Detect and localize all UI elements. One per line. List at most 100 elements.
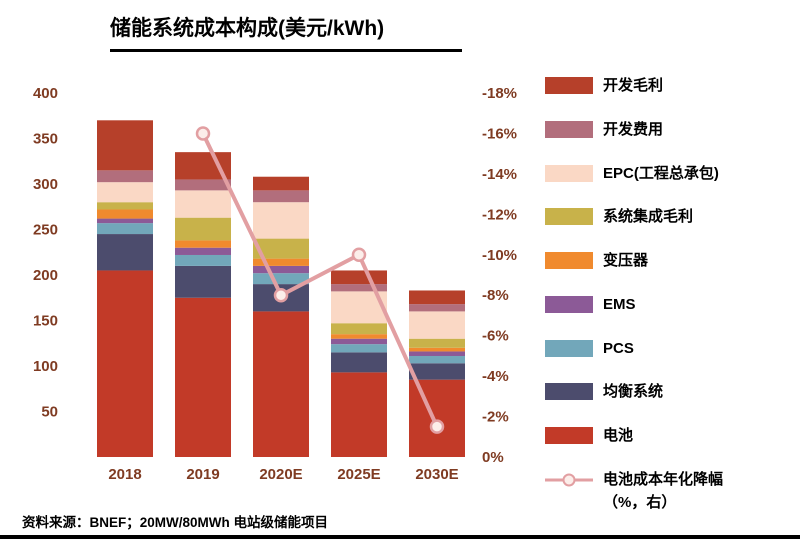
bar-segment-EMS	[97, 218, 153, 224]
bar-segment-开发费用	[97, 170, 153, 183]
bar-segment-EMS	[253, 265, 309, 274]
legend-label: EPC(工程总承包)	[603, 164, 719, 182]
bar-segment-PCS	[331, 344, 387, 353]
legend-swatch	[545, 164, 593, 182]
line-marker	[429, 419, 445, 434]
bar-segment-电池	[253, 311, 309, 457]
bar-segment-开发毛利	[409, 290, 465, 305]
legend-swatch	[545, 383, 593, 401]
bar-segment-变压器	[253, 258, 309, 266]
legend-item-0: 开发毛利	[545, 74, 795, 97]
y-right-tick: -16%	[482, 125, 517, 142]
bar-segment-变压器	[97, 209, 153, 219]
legend-label: 电池成本年化降幅 （%，右）	[603, 470, 724, 511]
bar-segment-变压器	[409, 347, 465, 352]
legend-item-6: PCS	[545, 337, 795, 360]
legend-label: 变压器	[603, 252, 649, 269]
bar-segment-变压器	[331, 334, 387, 339]
legend-label: 均衡系统	[603, 383, 664, 401]
legend-swatch	[545, 252, 593, 270]
bar-segment-均衡系统	[331, 352, 387, 373]
bar-segment-系统集成毛利	[409, 338, 465, 348]
bar-segment-EPC(工程总承包)	[409, 311, 465, 339]
bar-segment-电池	[409, 379, 465, 457]
legend-item-1: 开发费用	[545, 118, 795, 141]
bar-segment-均衡系统	[175, 265, 231, 298]
bar-segment-EPC(工程总承包)	[175, 190, 231, 218]
bar-segment-系统集成毛利	[175, 217, 231, 241]
x-axis-label: 2019	[186, 466, 219, 483]
bar-segment-电池	[331, 372, 387, 457]
y-left-tick: 300	[33, 176, 58, 193]
legend-label: PCS	[603, 339, 634, 357]
bar-segment-系统集成毛利	[253, 238, 309, 259]
y-left-tick: 150	[33, 313, 58, 330]
y-right-tick: -2%	[482, 409, 509, 426]
bar-segment-EMS	[175, 247, 231, 255]
legend-item-9: 电池成本年化降幅 （%，右）	[545, 468, 795, 515]
y-left-tick: 350	[33, 131, 58, 148]
line-marker	[351, 247, 367, 263]
bar-segment-开发毛利	[253, 176, 309, 191]
legend-swatch	[545, 427, 593, 445]
y-right-tick: -6%	[482, 328, 509, 345]
legend-label: 电池	[603, 427, 634, 444]
bar-segment-PCS	[253, 273, 309, 285]
bar-segment-PCS	[97, 223, 153, 235]
y-left-tick: 50	[41, 404, 58, 421]
bar-segment-开发费用	[253, 190, 309, 203]
legend-label: 系统集成毛利	[603, 208, 694, 226]
legend-label: EMS	[603, 295, 636, 313]
y-right-tick: -4%	[482, 368, 509, 385]
legend-swatch	[545, 208, 593, 226]
x-axis-label: 2030E	[415, 466, 458, 483]
line-marker	[195, 126, 211, 141]
bar-segment-开发毛利	[97, 120, 153, 171]
line-marker	[273, 287, 289, 303]
legend-line-marker-icon	[545, 471, 593, 494]
x-axis-label: 2020E	[259, 466, 302, 483]
y-left-tick: 400	[33, 85, 58, 102]
y-right-tick: -14%	[482, 166, 517, 183]
bar-segment-均衡系统	[409, 363, 465, 380]
bar-segment-EMS	[331, 338, 387, 345]
legend-item-3: 系统集成毛利	[545, 205, 795, 228]
y-right-tick: -18%	[482, 85, 517, 102]
y-right-tick: 0%	[482, 449, 504, 466]
chart-title: 储能系统成本构成(美元/kWh)	[110, 12, 462, 52]
legend-item-7: 均衡系统	[545, 380, 795, 403]
legend-item-8: 电池	[545, 424, 795, 447]
bar-segment-PCS	[175, 254, 231, 266]
bottom-divider	[0, 535, 800, 539]
legend-label: 开发费用	[603, 120, 664, 138]
bar-segment-PCS	[409, 355, 465, 364]
legend-item-4: 变压器	[545, 249, 795, 272]
legend-swatch	[545, 120, 593, 138]
bar-segment-均衡系统	[97, 234, 153, 271]
stacked-bar-combo-chart: 400 350 300 250 200 150 100 50 -18% -16% -14% -12% -…	[33, 85, 517, 483]
y-right-tick: -8%	[482, 287, 509, 304]
y-right-tick: -12%	[482, 206, 517, 223]
legend-item-5: EMS	[545, 293, 795, 316]
bar-segment-系统集成毛利	[331, 323, 387, 335]
y-right-tick: -10%	[482, 247, 517, 264]
bar-segment-电池	[175, 297, 231, 457]
bar-segment-电池	[97, 270, 153, 457]
x-axis-label: 2018	[108, 466, 141, 483]
bar-segment-变压器	[175, 240, 231, 248]
y-left-tick: 100	[33, 358, 58, 375]
bar-segment-开发毛利	[331, 270, 387, 285]
legend-swatch	[545, 339, 593, 357]
y-left-tick: 200	[33, 267, 58, 284]
bar-segment-EPC(工程总承包)	[253, 202, 309, 239]
bar-segment-开发费用	[331, 284, 387, 292]
source-note: 资料来源：BNEF；20MW/80MWh 电站级储能项目	[22, 515, 329, 530]
legend-label: 开发毛利	[603, 77, 664, 94]
bar-segment-开发费用	[175, 179, 231, 191]
legend-item-2: EPC(工程总承包)	[545, 162, 795, 185]
legend-swatch	[545, 77, 593, 95]
y-left-tick: 250	[33, 222, 58, 239]
chart-legend: 开发毛利开发费用 EPC(工程总承包) 系统集成毛利 变压器 EMS PCS 均衡系统电池电…	[545, 74, 795, 514]
bar-segment-EPC(工程总承包)	[97, 182, 153, 203]
